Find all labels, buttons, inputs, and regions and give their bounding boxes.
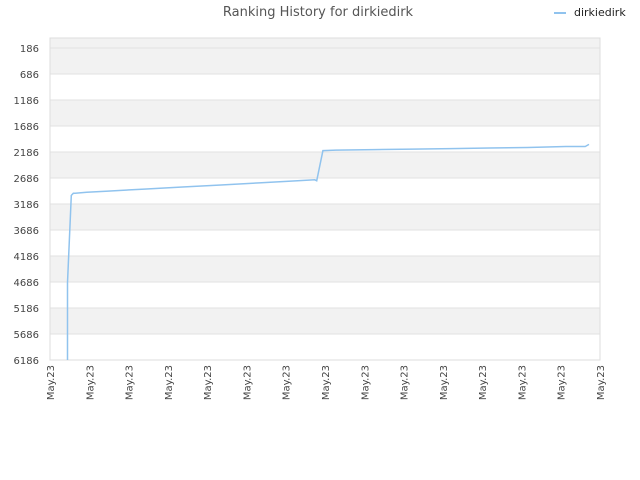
plot-band bbox=[50, 100, 600, 126]
y-axis-ticks: 186 686 1186 1686 2186 2686 3186 3686 4186 4686 51… bbox=[14, 44, 39, 367]
y-tick-label: 6186 bbox=[14, 356, 39, 367]
legend: dirkiedirk bbox=[554, 6, 626, 19]
y-tick-label: 3186 bbox=[14, 200, 39, 211]
y-tick-label: 1186 bbox=[14, 96, 39, 107]
series-lines bbox=[66, 143, 590, 360]
y-tick-label: 2186 bbox=[14, 148, 39, 159]
x-tick-label: May.23 bbox=[478, 365, 489, 400]
series-line-dirkiedirk bbox=[66, 143, 590, 360]
plot-band bbox=[50, 48, 600, 74]
y-tick-label: 4686 bbox=[14, 278, 39, 289]
y-tick-label: 1686 bbox=[14, 122, 39, 133]
plot-band bbox=[50, 308, 600, 334]
legend-label: dirkiedirk bbox=[574, 6, 626, 19]
y-tick-label: 5186 bbox=[14, 304, 39, 315]
x-tick-label: May.23 bbox=[557, 365, 568, 400]
y-tick-label: 3686 bbox=[14, 226, 39, 237]
x-tick-label: May.23 bbox=[282, 365, 293, 400]
y-tick-label: 2686 bbox=[14, 174, 39, 185]
x-tick-label: May.23 bbox=[360, 365, 371, 400]
x-tick-label: May.23 bbox=[203, 365, 214, 400]
y-tick-label: 686 bbox=[20, 70, 39, 81]
plot-border bbox=[49, 37, 601, 361]
x-tick-label: May.23 bbox=[439, 365, 450, 400]
x-tick-label: May.23 bbox=[85, 365, 96, 400]
x-tick-label: May.23 bbox=[596, 365, 607, 400]
plot-band bbox=[50, 204, 600, 230]
plot-band bbox=[50, 38, 600, 48]
x-tick-label: May.23 bbox=[321, 365, 332, 400]
plot-band bbox=[50, 256, 600, 282]
y-tick-label: 5686 bbox=[14, 330, 39, 341]
y-tick-label: 186 bbox=[20, 44, 39, 55]
x-tick-label: May.23 bbox=[400, 365, 411, 400]
x-tick-label: May.23 bbox=[164, 365, 175, 400]
x-tick-label: May.23 bbox=[125, 365, 136, 400]
y-tick-label: 4186 bbox=[14, 252, 39, 263]
chart-title: Ranking History for dirkiedirk bbox=[223, 5, 414, 20]
x-tick-label: May.23 bbox=[517, 365, 528, 400]
plot-bands bbox=[50, 38, 600, 334]
x-tick-label: May.23 bbox=[242, 365, 253, 400]
x-tick-label: May.23 bbox=[46, 365, 57, 400]
plot-band bbox=[50, 152, 600, 178]
x-axis-ticks: May.23 May.23 May.23 May.23 May.23 May.23 May.… bbox=[46, 365, 607, 400]
